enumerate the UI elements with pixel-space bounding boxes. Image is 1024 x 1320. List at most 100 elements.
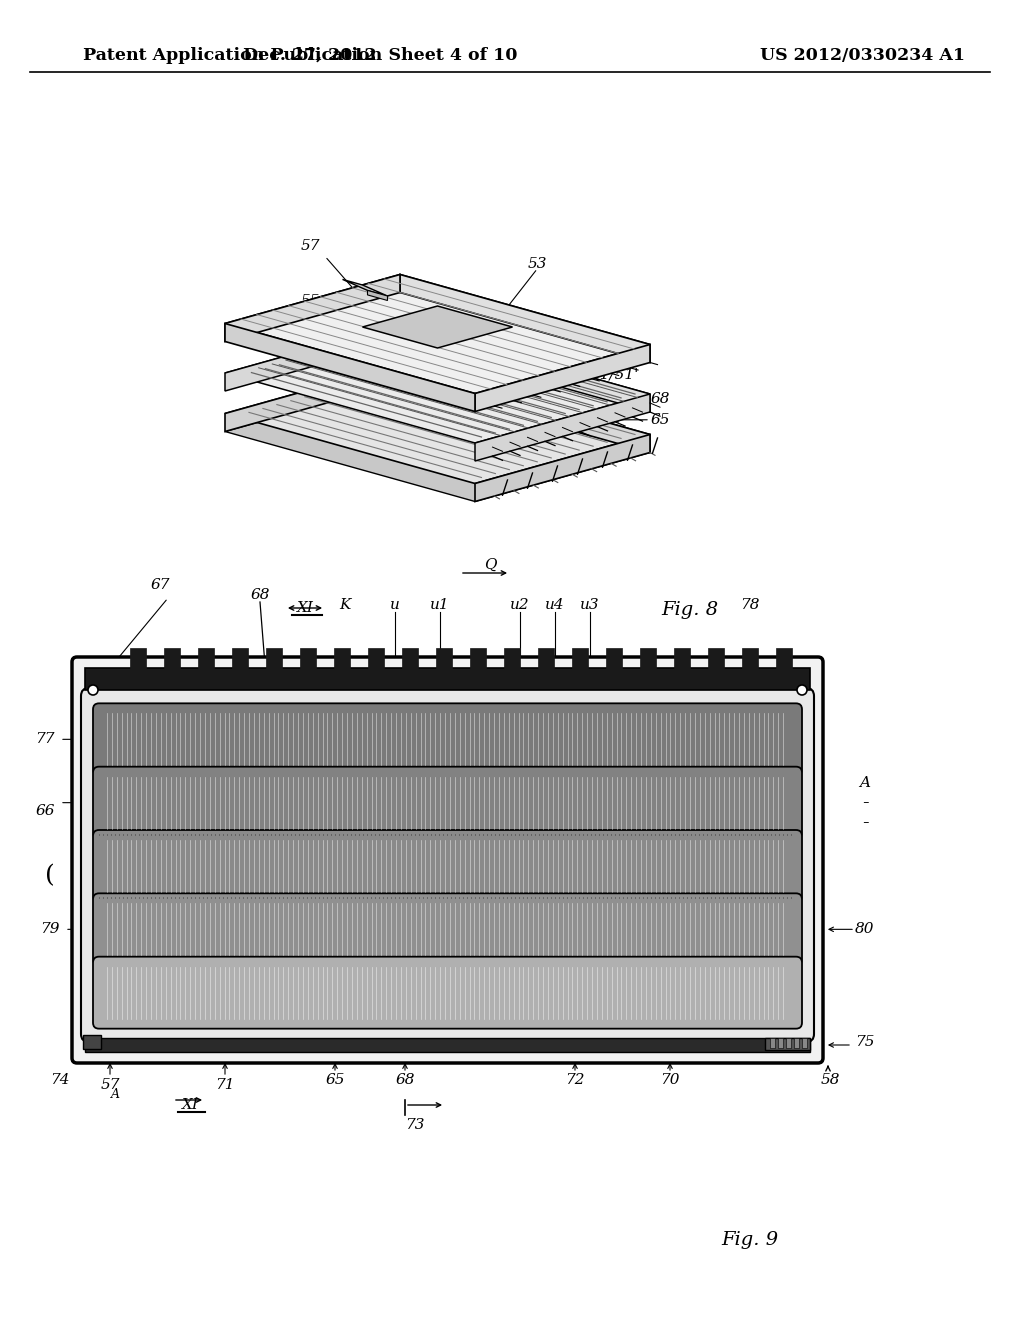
Bar — [786, 1038, 791, 1048]
Text: 65: 65 — [650, 413, 670, 426]
Text: 74: 74 — [50, 1073, 70, 1086]
Text: 70: 70 — [660, 1073, 680, 1086]
Text: 59: 59 — [447, 414, 467, 428]
Bar — [402, 648, 418, 678]
Polygon shape — [350, 329, 387, 346]
Text: 53: 53 — [527, 256, 547, 271]
Bar — [164, 648, 180, 678]
Bar — [572, 648, 588, 678]
Text: Fig. 9: Fig. 9 — [722, 1232, 778, 1249]
FancyBboxPatch shape — [93, 957, 802, 1028]
Bar — [85, 1038, 810, 1052]
Bar — [802, 1038, 807, 1048]
Polygon shape — [225, 323, 400, 391]
Bar — [232, 648, 248, 678]
Text: A: A — [111, 1089, 120, 1101]
Text: 58: 58 — [820, 1073, 840, 1086]
Text: 68: 68 — [395, 1073, 415, 1086]
Text: 52: 52 — [366, 348, 385, 363]
Polygon shape — [475, 345, 650, 412]
Text: 77: 77 — [35, 733, 54, 746]
Polygon shape — [225, 323, 475, 412]
Text: -: - — [861, 813, 868, 832]
Text: 66: 66 — [35, 804, 54, 817]
Polygon shape — [225, 323, 650, 444]
Bar — [470, 648, 486, 678]
Text: 68: 68 — [250, 587, 269, 602]
Text: Fig. 8: Fig. 8 — [662, 601, 719, 619]
Text: -: - — [861, 793, 868, 812]
Bar — [198, 648, 214, 678]
FancyBboxPatch shape — [93, 767, 802, 838]
Polygon shape — [400, 275, 650, 363]
Text: Dec. 27, 2012  Sheet 4 of 10: Dec. 27, 2012 Sheet 4 of 10 — [243, 46, 517, 63]
Text: 56: 56 — [490, 444, 510, 457]
Bar — [130, 648, 146, 678]
Bar — [640, 648, 656, 678]
Text: 61: 61 — [543, 454, 562, 469]
Text: XI: XI — [181, 1098, 199, 1111]
Text: XI: XI — [297, 601, 313, 615]
Text: u4: u4 — [545, 598, 565, 612]
Polygon shape — [475, 434, 650, 502]
Bar — [436, 648, 452, 678]
Polygon shape — [225, 383, 650, 502]
Text: u2: u2 — [510, 598, 529, 612]
Text: 55: 55 — [300, 348, 319, 363]
FancyBboxPatch shape — [72, 657, 823, 1063]
Circle shape — [797, 685, 807, 696]
Bar — [504, 648, 520, 678]
Text: 65: 65 — [326, 1073, 345, 1086]
Text: (: ( — [45, 865, 55, 887]
Text: Patent Application Publication: Patent Application Publication — [83, 46, 382, 63]
Text: 75: 75 — [855, 1035, 874, 1049]
Bar — [334, 648, 350, 678]
Bar — [674, 648, 690, 678]
Polygon shape — [368, 290, 387, 301]
Text: u3: u3 — [581, 598, 600, 612]
Text: 57: 57 — [300, 304, 319, 318]
Bar — [776, 648, 792, 678]
Bar — [742, 648, 758, 678]
FancyBboxPatch shape — [93, 830, 802, 902]
Text: 57: 57 — [100, 1078, 120, 1092]
Bar — [794, 1038, 799, 1048]
Bar — [85, 668, 810, 690]
Text: K: K — [339, 598, 350, 612]
Text: 58: 58 — [487, 479, 507, 492]
Bar — [368, 648, 384, 678]
Polygon shape — [400, 364, 650, 453]
Text: u: u — [390, 598, 400, 612]
Text: US 2012/0330234 A1: US 2012/0330234 A1 — [760, 46, 965, 63]
Text: A: A — [859, 776, 870, 789]
Polygon shape — [400, 323, 650, 412]
Circle shape — [88, 685, 98, 696]
Bar — [770, 1038, 775, 1048]
Polygon shape — [225, 364, 400, 432]
Text: 72: 72 — [565, 1073, 585, 1086]
Polygon shape — [475, 393, 650, 461]
Text: 79: 79 — [40, 923, 59, 936]
Bar — [300, 648, 316, 678]
Text: 51/51'': 51/51'' — [584, 442, 636, 457]
Bar — [606, 648, 622, 678]
Text: u1: u1 — [430, 598, 450, 612]
Polygon shape — [342, 280, 387, 296]
Text: 67: 67 — [151, 578, 170, 591]
Polygon shape — [225, 364, 650, 483]
Text: 57: 57 — [300, 239, 319, 253]
Bar — [266, 648, 282, 678]
Text: 73: 73 — [406, 1118, 425, 1133]
Bar — [708, 648, 724, 678]
Polygon shape — [400, 383, 512, 412]
FancyBboxPatch shape — [81, 688, 814, 1041]
FancyBboxPatch shape — [93, 894, 802, 965]
Text: 51/51': 51/51' — [591, 367, 639, 381]
Bar — [765, 1038, 810, 1049]
Text: 69: 69 — [615, 438, 635, 451]
Text: 55: 55 — [300, 294, 319, 309]
FancyBboxPatch shape — [93, 704, 802, 775]
Polygon shape — [225, 275, 650, 393]
Bar — [778, 1038, 783, 1048]
Text: 71: 71 — [215, 1078, 234, 1092]
